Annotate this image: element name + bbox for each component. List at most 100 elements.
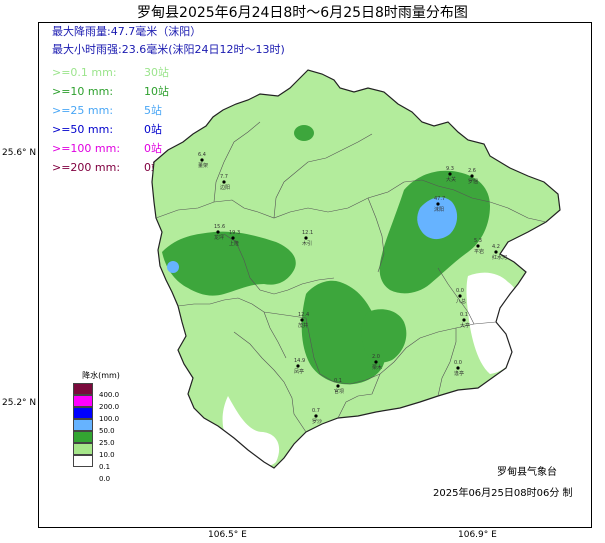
station-dot (470, 174, 474, 178)
station: 0.0 逢亭 (454, 360, 464, 377)
station-dot (296, 364, 300, 368)
station-dot (200, 158, 204, 162)
station-dot (216, 230, 220, 234)
station-value: 5.3 (474, 238, 482, 244)
station: 0.0 八总 (456, 288, 466, 305)
station-name: 上隆 (229, 240, 239, 247)
legend-swatch (73, 455, 93, 467)
max-hourly-text: 最大小时雨强:23.6毫米(沫阳24日12时～13时) (52, 43, 285, 56)
stat-threshold: >=0.1 mm: (52, 66, 117, 79)
station-dot (448, 172, 452, 176)
station-value: 2.0 (372, 354, 380, 360)
station-name: 红水河 (492, 254, 507, 261)
legend-value: 25.0 (99, 439, 115, 447)
rainfall-map: 47.7 沫阳 9.3 大关 2.6 罗悃 19.3 上隆 15.6 龙坪 12.4 茂井 14.9 凤亭… (151, 69, 561, 469)
station-name: 大关 (446, 176, 456, 183)
station-value: 6.4 (198, 152, 206, 158)
legend-value: 200.0 (99, 403, 120, 411)
station-dot (304, 236, 308, 240)
map-frame (38, 22, 592, 528)
lon-tick-106-9: 106.9° E (458, 530, 497, 540)
issuer-label: 罗甸县气象台 (497, 467, 557, 478)
station-value: 12.4 (298, 312, 309, 318)
station-dot (336, 384, 340, 388)
station-dot (314, 414, 318, 418)
station-value: 4.2 (492, 244, 500, 250)
stat-row: >=0.1 mm: 30站 (52, 64, 169, 80)
stat-threshold: >=10 mm: (52, 85, 114, 98)
township-boundaries (155, 121, 547, 433)
legend-title: 降水(mm) (82, 371, 120, 380)
legend-value: 0.1 (99, 463, 111, 471)
station-name: 木引 (302, 240, 312, 247)
rain-25-to-50-area-moyang (417, 197, 458, 240)
station-value: 7.7 (220, 174, 228, 180)
legend-row: 0.1 (73, 455, 129, 471)
station-value: 0.0 (454, 360, 462, 366)
legend-value: 100.0 (99, 415, 120, 423)
station-dot (231, 236, 235, 240)
stat-row: >=10 mm: 10站 (52, 83, 169, 99)
stat-threshold: >=100 mm: (52, 142, 121, 155)
map-title: 罗甸县2025年6月24日8时～6月25日8时雨量分布图 (137, 5, 468, 21)
stat-threshold: >=200 mm: (52, 161, 121, 174)
station: 19.3 上隆 (229, 230, 240, 247)
precip-legend: 降水(mm) 400.0 200.0 100.0 50.0 25.0 10.0 0.1 0.0 (73, 370, 129, 483)
station-value: 0.0 (456, 288, 464, 294)
station-name: 沫阳 (434, 206, 444, 213)
station-value: 19.3 (229, 230, 240, 236)
station: 47.7 沫阳 (434, 196, 445, 213)
legend-swatch (73, 395, 93, 407)
stat-row: >=100 mm: 0站 (52, 140, 162, 156)
station-dot (222, 180, 226, 184)
rain-10-to-25-area-center (301, 280, 386, 385)
stat-row: >=25 mm: 5站 (52, 102, 162, 118)
station: 0.1 大亭 (460, 312, 470, 329)
station-name: 罗悃 (468, 178, 478, 185)
station: 2.0 栗木 (372, 354, 382, 371)
station-value: 14.9 (294, 358, 305, 364)
county-boundary (151, 69, 561, 469)
station: 6.4 董架 (198, 152, 208, 169)
station-name: 逢亭 (454, 370, 464, 377)
legend-row: 25.0 (73, 431, 129, 447)
station-name: 平岩 (474, 248, 484, 255)
legend-swatch (73, 419, 93, 431)
station: 15.6 龙坪 (214, 224, 225, 241)
station-dot (456, 366, 460, 370)
legend-row: 10.0 (73, 443, 129, 459)
stat-count: 0站 (144, 123, 162, 136)
station-value: 9.3 (446, 166, 454, 172)
legend-value: 400.0 (99, 391, 120, 399)
rain-10-to-25-area-west (162, 231, 296, 296)
station: 14.9 凤亭 (294, 358, 305, 375)
station-value: 0.1 (460, 312, 468, 318)
max-rain-text: 最大降雨量:47.7毫米（沫阳） (52, 25, 202, 38)
lon-tick-106-5: 106.5° E (208, 530, 247, 540)
station-name: 茂井 (298, 322, 308, 329)
station: 9.3 大关 (446, 166, 456, 183)
stat-row: >=50 mm: 0站 (52, 121, 162, 137)
station-name: 边阳 (220, 184, 230, 191)
station: 0.7 罗沙 (312, 408, 322, 425)
legend-value: 50.0 (99, 427, 115, 435)
stat-count: 10站 (144, 85, 169, 98)
station-name: 栗木 (372, 364, 382, 371)
station-dot (436, 202, 440, 206)
legend-swatch (73, 443, 93, 455)
stat-threshold: >=50 mm: (52, 123, 114, 136)
legend-rows: 400.0 200.0 100.0 50.0 25.0 10.0 0.1 0.0 (73, 383, 129, 483)
rain-10-to-25-area-north (294, 125, 314, 141)
station-value: 0.1 (334, 378, 342, 384)
legend-value: 10.0 (99, 451, 115, 459)
legend-row: 100.0 (73, 407, 129, 423)
station: 0.1 官坝 (334, 378, 344, 395)
station: 2.6 罗悃 (468, 168, 478, 185)
station-markers: 47.7 沫阳 9.3 大关 2.6 罗悃 19.3 上隆 15.6 龙坪 12.4 茂井 14.9 凤亭… (198, 152, 507, 425)
station-value: 0.7 (312, 408, 320, 414)
station-name: 八总 (456, 298, 466, 305)
stat-count: 5站 (144, 104, 162, 117)
rain-25-to-50-area-west (167, 261, 179, 273)
legend-row: 400.0 (73, 383, 129, 399)
station-dot (458, 294, 462, 298)
